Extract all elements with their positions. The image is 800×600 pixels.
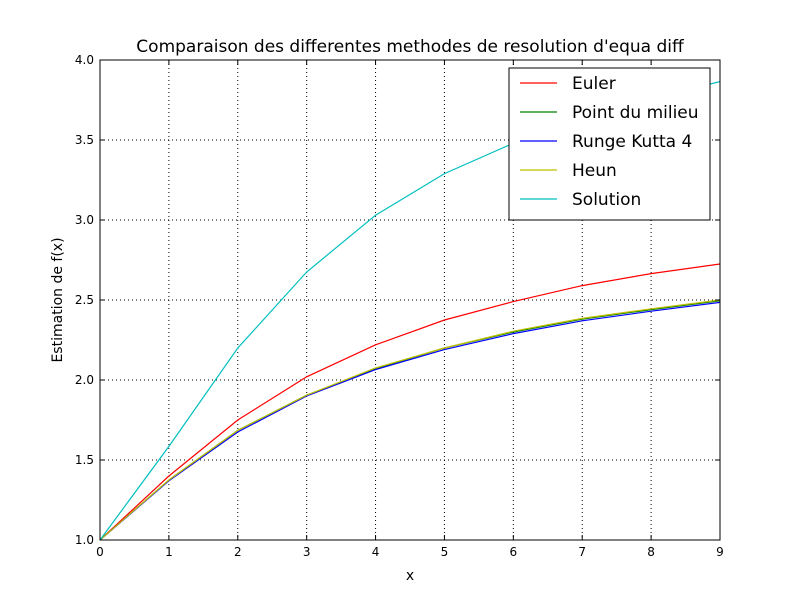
x-tick-label: 0 [96,545,104,559]
x-tick-label: 5 [441,545,449,559]
y-axis-title: Estimation de f(x) [50,237,66,362]
axis-ticks: 0 1 2 3 4 5 6 7 8 9 1.0 1.5 2.0 2.5 3.0 3.5 4.0 [75,53,724,559]
chart-title: Comparaison des differentes methodes de … [136,37,685,57]
y-tick-label: 4.0 [75,53,94,67]
x-tick-label: 3 [303,545,311,559]
y-tick-label: 2.5 [75,293,94,307]
x-tick-label: 2 [234,545,242,559]
series-line-3 [100,299,720,540]
x-tick-label: 4 [372,545,380,559]
legend-label: Solution [572,190,641,210]
y-tick-label: 3.5 [75,133,94,147]
x-tick-label: 1 [165,545,173,559]
y-tick-label: 1.5 [75,453,94,467]
y-tick-label: 3.0 [75,213,94,227]
x-tick-label: 7 [578,545,586,559]
legend: Euler Point du milieu Runge Kutta 4 Heun Sol… [508,67,711,221]
legend-label: Runge Kutta 4 [572,132,692,152]
series-line-2 [100,301,720,540]
x-tick-label: 9 [716,545,724,559]
legend-label: Point du milieu [572,103,699,123]
y-tick-label: 2.0 [75,373,94,387]
series-line-0 [100,263,720,540]
x-tick-label: 8 [647,545,655,559]
x-tick-label: 6 [510,545,518,559]
legend-label: Euler [572,74,616,94]
legend-label: Heun [572,161,617,181]
x-axis-title: x [406,568,414,584]
legend-box [508,67,711,221]
y-tick-label: 1.0 [75,533,94,547]
